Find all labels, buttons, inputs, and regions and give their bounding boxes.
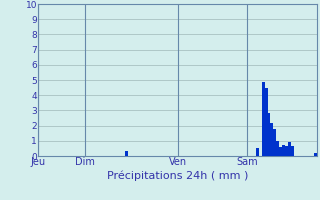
X-axis label: Précipitations 24h ( mm ): Précipitations 24h ( mm ) [107,170,248,181]
Bar [314,153,317,156]
Bar [265,88,268,156]
Bar [268,113,270,156]
Bar [285,146,288,156]
Bar [282,145,285,156]
Bar [291,146,294,156]
Bar [276,141,279,156]
Bar [256,148,259,156]
Bar [288,142,291,156]
Bar [270,123,273,156]
Bar [262,82,265,156]
Bar [279,147,282,156]
Bar [125,151,128,156]
Bar [273,129,276,156]
